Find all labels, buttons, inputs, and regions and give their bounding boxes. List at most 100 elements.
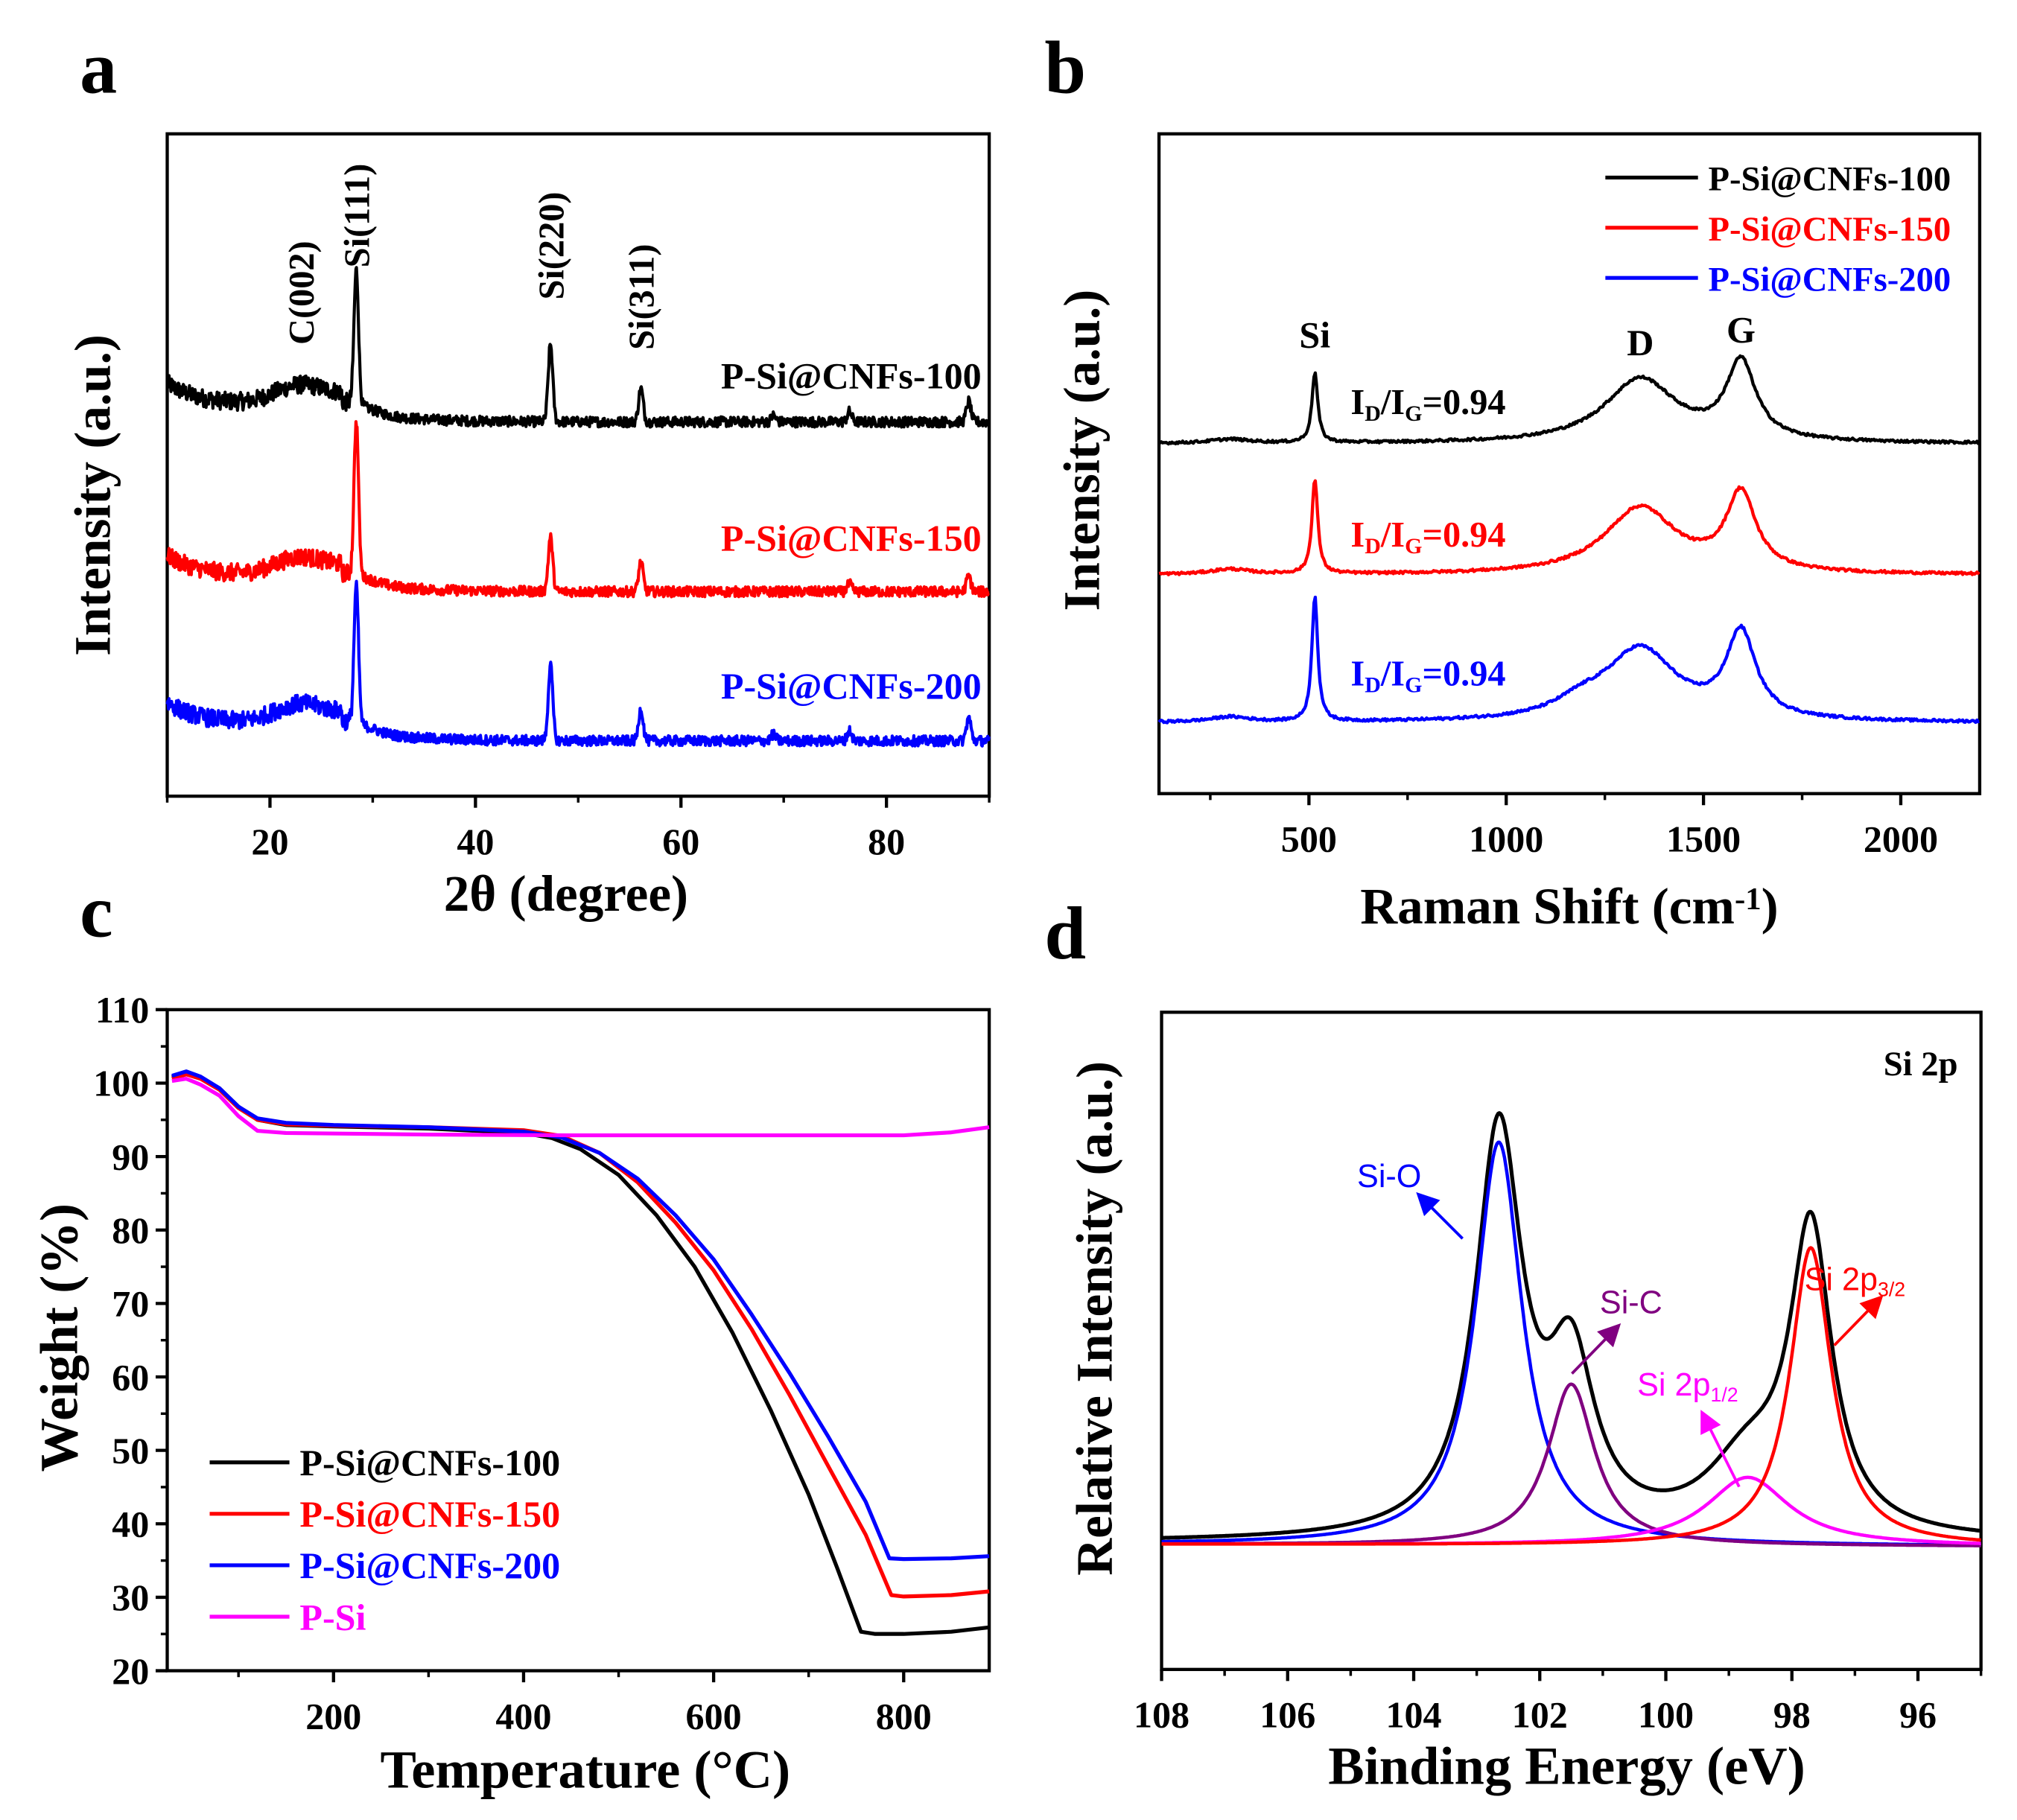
xrd-series-line bbox=[165, 579, 991, 748]
peak-label: Si bbox=[1299, 314, 1330, 355]
x-tick-label: 100 bbox=[1638, 1694, 1694, 1736]
panel-a-xrd: 20 40 60 80 Intensity (a.u.) 2θ (degree) P-Si@… bbox=[63, 132, 991, 922]
x-tick-label: 1000 bbox=[1469, 818, 1543, 859]
legend-entry-part: P-Si@CNFs-100 bbox=[299, 1442, 560, 1483]
x-tick-label-part: 800 bbox=[876, 1695, 932, 1737]
xrd-series-line bbox=[165, 266, 991, 429]
y-tick-label: 60 bbox=[112, 1356, 149, 1398]
id-ig-ratio-label: ID/IG=0.94 bbox=[1350, 383, 1505, 426]
panel-letter-c: c bbox=[80, 870, 112, 952]
peak-label-part: Si bbox=[1299, 314, 1330, 355]
x-tick-label-part: 1500 bbox=[1666, 818, 1741, 859]
y-tick-label: 80 bbox=[112, 1209, 149, 1251]
peak-annotation: Si(111) bbox=[338, 164, 378, 268]
x-tick-label-part: 20 bbox=[251, 821, 288, 862]
peak-annotation-part: C(002) bbox=[282, 241, 322, 345]
id-ig-ratio-label-part: I bbox=[1350, 515, 1365, 555]
x-tick-label-part: 1000 bbox=[1469, 818, 1543, 859]
y-axis-label-part: Weight (%) bbox=[28, 1203, 89, 1472]
raman-series-line bbox=[1158, 479, 1981, 576]
id-ig-ratio-label: ID/IG=0.94 bbox=[1350, 515, 1505, 559]
panel-letter-b: b bbox=[1044, 26, 1086, 109]
legend-entry: P-Si@CNFs-100 bbox=[1709, 160, 1951, 199]
component-label: Si-O bbox=[1357, 1159, 1421, 1194]
plot-frame bbox=[1160, 1011, 1983, 1671]
id-ig-ratio-label-part: G bbox=[1405, 673, 1422, 698]
y-tick-label-part: 20 bbox=[112, 1650, 149, 1692]
x-tick-label: 102 bbox=[1512, 1694, 1568, 1736]
series-label-part: P-Si@CNFs-200 bbox=[721, 665, 982, 707]
x-tick-label: 60 bbox=[662, 821, 699, 862]
peak-annotation-part: Si(311) bbox=[623, 244, 662, 349]
x-axis-label-part: 2θ (degree) bbox=[444, 865, 688, 922]
y-tick-label: 30 bbox=[112, 1576, 149, 1618]
peak-annotation: C(002) bbox=[282, 241, 322, 345]
y-tick-label-part: 80 bbox=[112, 1209, 149, 1251]
legend-entry-part: P-Si@CNFs-200 bbox=[1709, 260, 1951, 299]
x-tick-label: 600 bbox=[686, 1695, 742, 1737]
peak-label: G bbox=[1727, 309, 1756, 351]
id-ig-ratio-label-part: =0.94 bbox=[1422, 655, 1505, 694]
legend-entry: P-Si@CNFs-150 bbox=[299, 1493, 560, 1535]
legend-entry-part: P-Si@CNFs-150 bbox=[299, 1493, 560, 1535]
x-tick-label-part: 106 bbox=[1260, 1694, 1315, 1736]
x-tick-label-part: 40 bbox=[457, 821, 494, 862]
annotation-arrow bbox=[1833, 1294, 1884, 1346]
y-tick-label: 90 bbox=[112, 1136, 149, 1177]
id-ig-ratio-label: ID/IG=0.94 bbox=[1350, 655, 1505, 698]
x-tick-label-part: 96 bbox=[1899, 1694, 1937, 1736]
y-axis-label-part: Relative Intensity (a.u.) bbox=[1065, 1061, 1122, 1576]
series-label: P-Si@CNFs-150 bbox=[721, 517, 982, 559]
series-label-part: P-Si@CNFs-100 bbox=[721, 355, 982, 397]
y-tick-label-part: 70 bbox=[112, 1283, 149, 1325]
x-tick-label-part: 80 bbox=[868, 821, 905, 862]
id-ig-ratio-label-part: G bbox=[1405, 401, 1422, 426]
x-tick-label: 106 bbox=[1260, 1694, 1315, 1736]
legend-entry: P-Si bbox=[299, 1596, 366, 1638]
legend-entry: P-Si@CNFs-200 bbox=[299, 1544, 560, 1586]
peak-label-part: D bbox=[1627, 322, 1654, 363]
y-tick-label-part: 60 bbox=[112, 1356, 149, 1398]
x-axis-label-part: Temperature (°C) bbox=[381, 1740, 791, 1800]
peak-annotation: Si(220) bbox=[532, 191, 571, 299]
y-tick-label: 110 bbox=[95, 989, 149, 1031]
y-axis-label: Intensity (a.u.) bbox=[63, 334, 121, 656]
series-label: P-Si@CNFs-100 bbox=[721, 355, 982, 397]
y-tick-label: 20 bbox=[112, 1650, 149, 1692]
peak-label-part: G bbox=[1727, 309, 1756, 351]
peak-annotation: Si(311) bbox=[623, 244, 662, 349]
legend-entry: P-Si@CNFs-200 bbox=[1709, 260, 1951, 299]
panel-c-tga: 200 400 600 800 20 30 40 50 60 70 80 90 100 110 Weight… bbox=[28, 989, 991, 1800]
x-tick-label-part: 98 bbox=[1773, 1694, 1811, 1736]
id-ig-ratio-label-part: D bbox=[1365, 401, 1381, 426]
component-label-part: Si-O bbox=[1357, 1159, 1421, 1194]
x-tick-label: 40 bbox=[457, 821, 494, 862]
x-tick-label: 500 bbox=[1281, 818, 1337, 859]
x-tick-label: 800 bbox=[876, 1695, 932, 1737]
id-ig-ratio-label-part: I bbox=[1350, 655, 1365, 694]
x-tick-label: 1500 bbox=[1666, 818, 1741, 859]
y-tick-label: 100 bbox=[93, 1063, 149, 1104]
x-tick-label-part: 104 bbox=[1385, 1694, 1441, 1736]
x-tick-label: 200 bbox=[305, 1695, 361, 1737]
id-ig-ratio-label-part: G bbox=[1405, 534, 1422, 559]
y-axis-label: Weight (%) bbox=[28, 1203, 89, 1472]
legend-entry: P-Si@CNFs-100 bbox=[299, 1442, 560, 1483]
panel-d-xps: 108 106 104 102 100 98 96 Relative Intensity (a… bbox=[1065, 1011, 1983, 1796]
component-label: Si 2p3/2 bbox=[1805, 1261, 1906, 1300]
x-tick-label: 2000 bbox=[1864, 818, 1938, 859]
component-label-part: Si 2p bbox=[1637, 1367, 1710, 1403]
chart-title-part: Si 2p bbox=[1884, 1045, 1958, 1084]
x-tick-label: 80 bbox=[868, 821, 905, 862]
peak-label: D bbox=[1627, 322, 1654, 363]
x-axis-label: Temperature (°C) bbox=[381, 1740, 791, 1800]
x-tick-label-part: 600 bbox=[686, 1695, 742, 1737]
x-tick-label: 104 bbox=[1385, 1694, 1441, 1736]
x-tick-label-part: 400 bbox=[495, 1695, 551, 1737]
component-label-part: Si 2p bbox=[1805, 1261, 1878, 1297]
id-ig-ratio-label-part: D bbox=[1365, 673, 1381, 698]
id-ig-ratio-label-part: =0.94 bbox=[1422, 515, 1505, 555]
tga-series-line bbox=[171, 1069, 990, 1562]
component-label-part: 3/2 bbox=[1878, 1278, 1905, 1300]
